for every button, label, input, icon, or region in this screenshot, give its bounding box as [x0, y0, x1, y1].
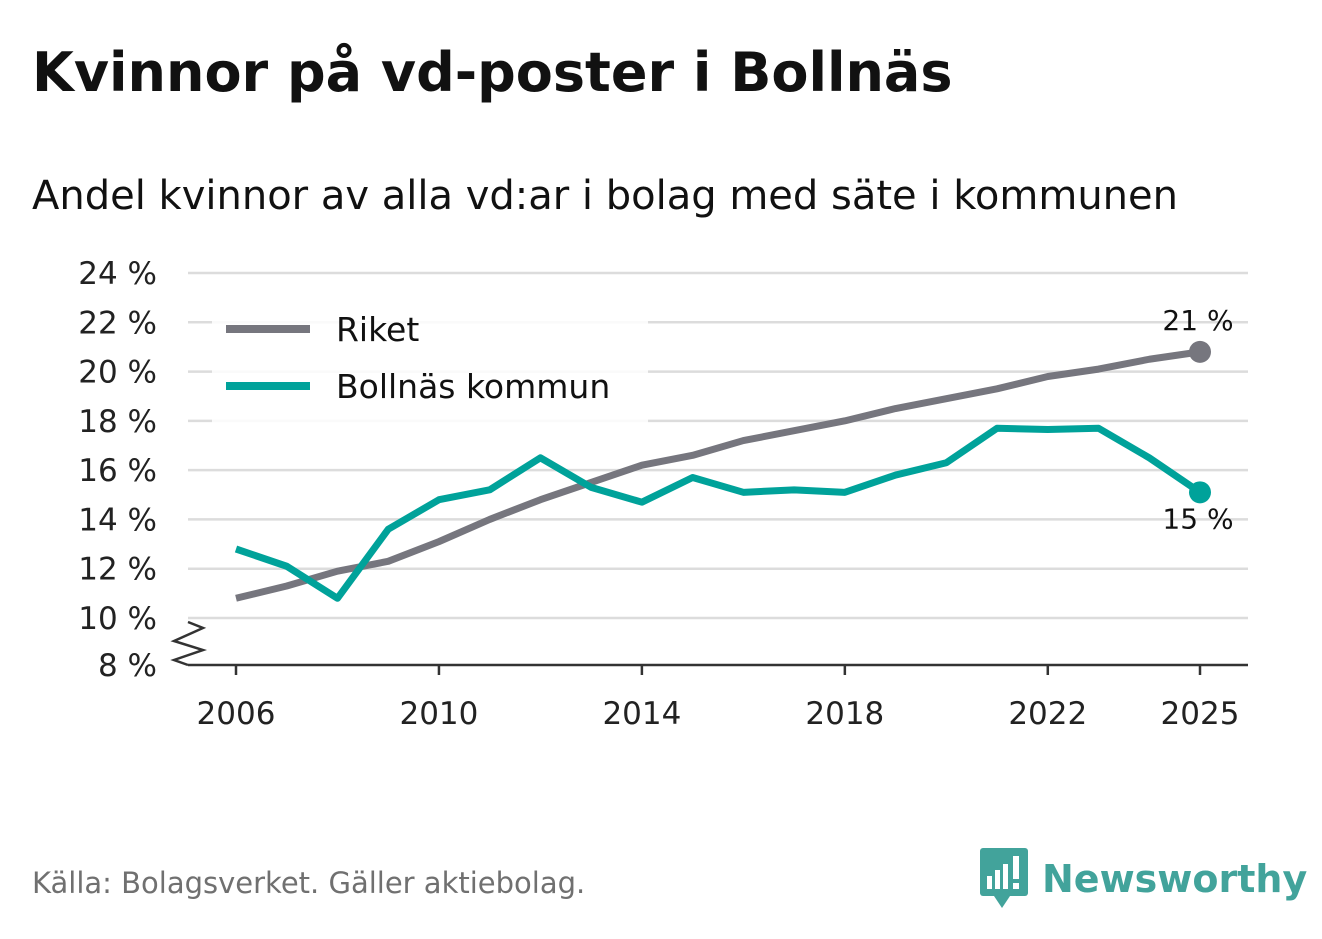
x-axis-ticks: 2006 2010 2014 2018 2022 2025 [197, 665, 1240, 732]
data-point-bollnas [337, 598, 338, 599]
end-label-riket: 21 % [1162, 304, 1233, 337]
series-line-riket [235, 348, 1201, 602]
data-point-riket [388, 561, 389, 562]
x-tick-label: 2025 [1161, 696, 1240, 732]
y-tick-label: 10 % [78, 601, 157, 637]
data-point-bollnas [591, 487, 592, 488]
x-tick-label: 2018 [805, 696, 884, 732]
legend-label-bollnas: Bollnäs kommun [336, 367, 610, 406]
data-point-bollnas [236, 549, 237, 550]
data-point-bollnas [286, 566, 287, 567]
y-tick-label: 20 % [78, 355, 157, 391]
data-point-bollnas [895, 475, 896, 476]
y-tick-label: 16 % [78, 453, 157, 489]
series-line-bollnas [234, 424, 1202, 602]
data-point-riket [286, 585, 287, 586]
data-point-riket [997, 388, 998, 389]
end-marker-riket [1189, 340, 1211, 363]
data-point-bollnas [388, 529, 389, 530]
data-point-riket [438, 541, 439, 542]
data-point-riket [692, 455, 693, 456]
data-point-bollnas [946, 462, 947, 463]
data-point-bollnas [489, 489, 490, 490]
data-point-riket [591, 482, 592, 483]
y-tick-label: 12 % [78, 552, 157, 588]
brand-logo: Newsworthy [980, 848, 1307, 910]
chart-subtitle: Andel kvinnor av alla vd:ar i bolag med … [32, 173, 1178, 219]
y-tick-label: 8 % [98, 648, 157, 684]
series-lines [234, 340, 1211, 602]
data-point-bollnas [844, 492, 845, 493]
data-point-bollnas [794, 489, 795, 490]
y-tick-label: 14 % [78, 502, 157, 538]
data-point-riket [1047, 376, 1048, 377]
data-point-riket [946, 398, 947, 399]
x-tick-label: 2014 [602, 696, 681, 732]
data-point-riket [844, 420, 845, 421]
y-tick-label: 24 % [78, 256, 157, 292]
data-point-riket [236, 598, 237, 599]
data-point-riket [540, 499, 541, 500]
end-label-bollnas: 15 % [1162, 502, 1233, 535]
data-point-riket [641, 465, 642, 466]
x-tick-label: 2006 [197, 696, 276, 732]
data-point-riket [743, 440, 744, 441]
x-axis [170, 620, 1248, 667]
newsworthy-logo-icon [980, 848, 1028, 908]
source-note: Källa: Bolagsverket. Gäller aktiebolag. [32, 866, 586, 900]
data-point-bollnas [997, 428, 998, 429]
axis-break-icon [170, 620, 208, 667]
data-point-bollnas [1047, 429, 1048, 430]
brand-name: Newsworthy [1042, 857, 1308, 901]
data-point-riket [1098, 369, 1099, 370]
data-point-riket [489, 519, 490, 520]
data-point-riket [794, 430, 795, 431]
legend-label-riket: Riket [336, 310, 419, 349]
y-axis-ticks: 8 % 10 % 12 % 14 % 16 % 18 % 20 % 22 % 24 % [78, 256, 157, 684]
x-tick-label: 2022 [1008, 696, 1087, 732]
legend-background [212, 297, 648, 423]
data-point-bollnas [641, 502, 642, 503]
data-point-riket [895, 408, 896, 409]
end-marker-bollnas [1189, 481, 1211, 504]
data-point-riket [337, 571, 338, 572]
data-point-bollnas [1098, 428, 1099, 429]
x-tick-label: 2010 [399, 696, 478, 732]
y-tick-label: 18 % [78, 404, 157, 440]
data-point-bollnas [743, 492, 744, 493]
chart-title: Kvinnor på vd-poster i Bollnäs [32, 41, 953, 104]
data-point-bollnas [540, 457, 541, 458]
data-point-bollnas [692, 477, 693, 478]
y-tick-label: 22 % [78, 305, 157, 341]
data-point-bollnas [438, 499, 439, 500]
legend: Riket Bollnäs kommun [212, 297, 648, 423]
data-point-riket [1149, 359, 1150, 360]
data-point-bollnas [1149, 457, 1150, 458]
